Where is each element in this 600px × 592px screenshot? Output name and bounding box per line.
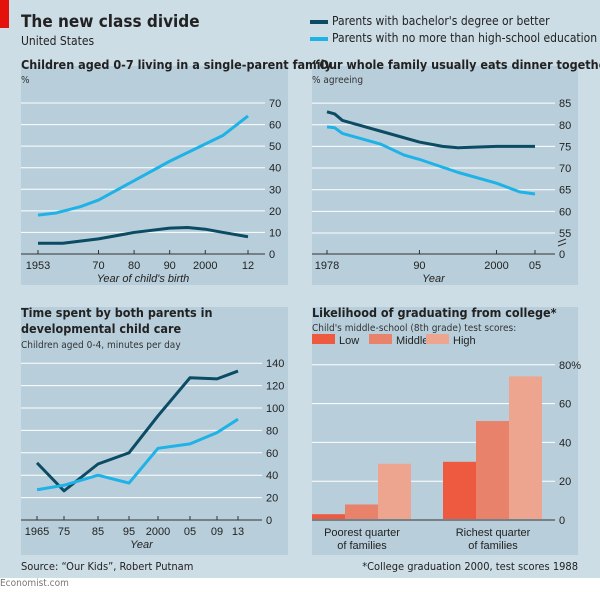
legend-swatch-middle [369,334,392,344]
panel-child-care [21,307,288,555]
y-tick-label: 60 [269,120,281,132]
chart2-unit: % agreeing [312,75,364,86]
y-tick-label: 10 [269,227,281,239]
x-tick-label: 85 [92,526,104,538]
legend-item-bachelor: Parents with bachelor's degree or better [310,14,550,28]
axis-break-icon [557,238,567,247]
series-line-bachelor [326,110,535,150]
y-tick-label: 140 [266,358,284,370]
panel-single-parent [21,66,288,285]
series-line-high-school [37,114,249,217]
y-tick-label: 100 [266,403,284,415]
legend-label: Parents with no more than high-school ed… [332,31,598,45]
chart3-unit: Children aged 0-4, minutes per day [21,340,181,351]
y-tick-label: 0 [559,515,565,527]
y-tick-label: 20 [559,476,571,488]
bar-middle [476,421,509,519]
x-tick-label: 05 [529,260,541,272]
legend-label: Low [339,335,359,347]
bar-high [509,376,542,519]
series-line-bachelor [38,225,249,245]
x-axis-label: Year of child's birth [97,273,190,285]
chart4-title: Likelihood of graduating from college* [312,305,557,320]
legend-label: Middle [396,335,428,347]
x-tick-label: 90 [413,260,425,272]
x-tick-label: 90 [164,260,176,272]
y-tick-label: 85 [559,98,571,110]
y-tick-label: 70 [269,98,281,110]
x-tick-label: 1978 [315,260,339,272]
y-tick-label: 20 [269,206,281,218]
brand-tag [0,0,9,28]
y-tick-label: 40 [559,437,571,449]
bar-low [312,514,345,519]
y-tick-label: 40 [269,163,281,175]
x-tick-label: 75 [58,526,70,538]
category-label: of families [337,540,387,552]
footnote: *College graduation 2000, test scores 19… [362,560,578,573]
x-tick-label: 80 [128,260,140,272]
chart-figure: The new class divide United States Paren… [0,0,600,578]
x-tick-label: 05 [184,526,196,538]
y-tick-label: 80% [559,360,581,372]
y-tick-label: 0 [269,249,275,261]
credit: Economist.com [0,578,69,589]
legend-item-highschool: Parents with no more than high-school ed… [310,31,597,45]
y-tick-label: 60 [559,206,571,218]
category-label: Poorest quarter [324,527,400,539]
chart2-title: “Our whole family usually eats dinner to… [312,57,600,72]
panel-dinner [312,66,578,285]
x-tick-label: 2000 [484,260,508,272]
legend-label: High [453,335,476,347]
x-tick-label: 12 [242,260,254,272]
bar-low [443,461,476,519]
x-tick-label: 1953 [26,260,50,272]
chart1-unit: % [21,75,30,86]
y-tick-label: 20 [266,493,278,505]
bar-high [378,463,411,519]
x-axis-label: Year [422,273,446,285]
y-tick-label: 80 [559,120,571,132]
figure-title: The new class divide [21,12,200,32]
series-line-high-school [36,417,239,492]
x-tick-label: 1965 [25,526,49,538]
category-label: of families [468,540,518,552]
y-tick-label: 70 [559,163,571,175]
y-tick-label: 55 [559,228,571,240]
x-tick-label: 2000 [146,526,170,538]
x-tick-label: 95 [123,526,135,538]
x-tick-label: 70 [92,260,104,272]
y-tick-label: 120 [266,381,284,393]
series-line-bachelor [35,369,239,493]
y-tick-label: 60 [266,448,278,460]
figure-subtitle: United States [21,34,95,48]
chart4-subtitle: Child's middle-school (8th grade) test s… [312,323,517,334]
y-tick-label: 50 [269,141,281,153]
legend-swatch-low [312,334,335,344]
y-tick-label: 60 [559,399,571,411]
x-tick-label: 09 [211,526,223,538]
y-tick-label: 75 [559,141,571,153]
y-tick-label: 65 [559,185,571,197]
series-line-high-school [326,125,536,196]
legend-label: Parents with bachelor's degree or better [332,14,550,28]
source-note: Source: “Our Kids”, Robert Putnam [21,560,194,573]
x-tick-label: 2000 [193,260,217,272]
y-tick-label: 80 [266,425,278,437]
chart3-title: Time spent by both parents in developmen… [21,305,213,336]
x-tick-label: 13 [232,526,244,538]
y-tick-label: 0 [559,249,565,261]
x-axis-label: Year [130,539,154,551]
legend-swatch-high [426,334,449,344]
y-tick-label: 0 [266,515,272,527]
category-label: Richest quarter [456,527,531,539]
bar-middle [345,504,378,519]
y-tick-label: 30 [269,184,281,196]
legend-swatch [310,19,328,24]
chart1-title: Children aged 0-7 living in a single-par… [21,57,332,72]
y-tick-label: 40 [266,470,278,482]
legend-swatch [310,36,328,41]
